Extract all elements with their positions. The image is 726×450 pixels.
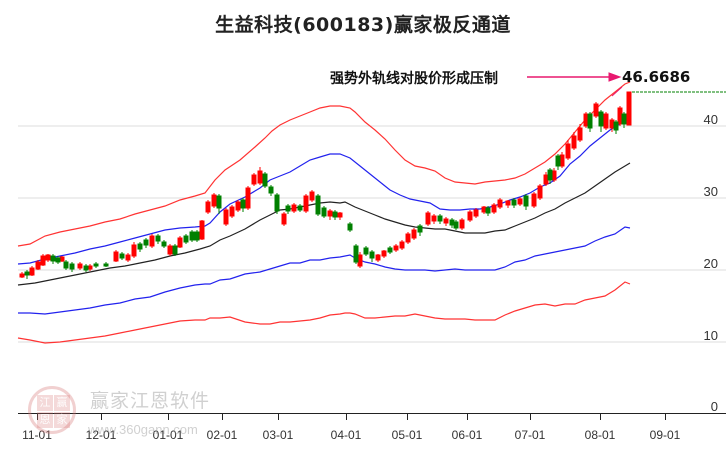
x-tick-label: 12-01 [85, 428, 117, 442]
x-tick-label: 06-01 [451, 428, 483, 442]
x-tick-label: 08-01 [584, 428, 616, 442]
annotation-arrow [527, 72, 623, 97]
watermark-logo-char: 赢 [54, 395, 70, 411]
x-tick-label: 01-01 [152, 428, 184, 442]
y-tick-label: 30 [703, 184, 718, 199]
annotation-text: 强势外轨线对股价形成压制 [330, 71, 498, 87]
y-tick-label: 0 [710, 399, 718, 414]
x-tick-label: 03-01 [262, 428, 294, 442]
watermark-logo-char: 恩 [37, 412, 53, 428]
x-tick-label: 04-01 [330, 428, 362, 442]
watermark-logo-char: 家 [54, 412, 70, 428]
watermark-logo-icon: 江 赢 恩 家 [28, 386, 76, 434]
x-tick-label: 09-01 [649, 428, 681, 442]
chart-title: 生益科技(600183)赢家极反通道 [215, 14, 511, 36]
watermark-url: www.360gann.com [88, 422, 198, 437]
x-tick-label: 07-01 [514, 428, 546, 442]
middle-line [17, 162, 631, 286]
candlesticks [19, 91, 632, 279]
outer-lower-band [17, 281, 631, 344]
gridlines [18, 125, 726, 343]
y-tick-label: 10 [703, 328, 718, 343]
watermark-brand: 赢家江恩软件 [90, 390, 211, 412]
x-tick-label: 05-01 [391, 428, 423, 442]
annotation-value: 46.6686 [622, 68, 691, 86]
watermark-logo-char: 江 [37, 395, 53, 411]
y-tick-label: 40 [703, 112, 718, 127]
x-tick-label: 02-01 [206, 428, 238, 442]
x-axis [18, 413, 726, 420]
y-tick-label: 20 [703, 256, 718, 271]
outer-upper-band [17, 81, 631, 247]
